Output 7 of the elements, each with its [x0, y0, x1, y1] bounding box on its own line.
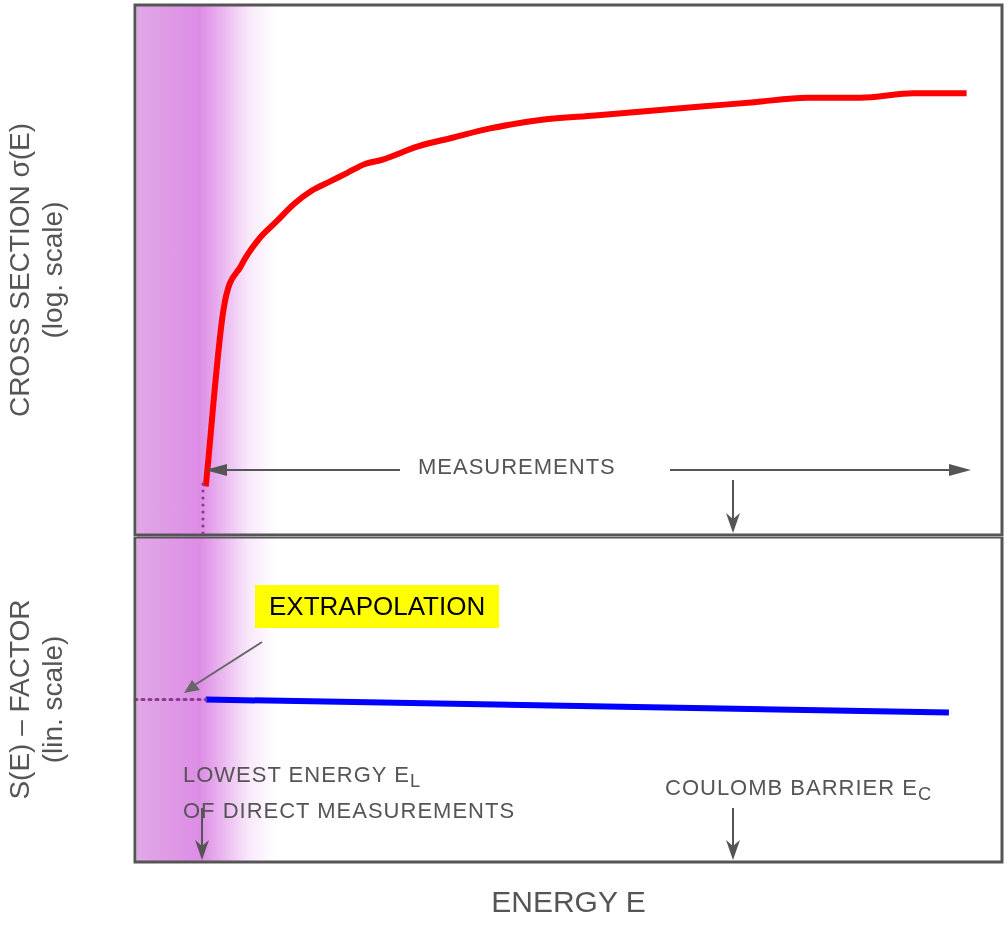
annotation: LOWEST ENERGY E$_{L}$ OF DIRECT MEASUREMENTS	[183, 761, 516, 826]
annotation: COULOMB BARRIER E$_{C}$	[665, 775, 933, 806]
y-axis-title: S(E) – FACTOR (lin. scale)	[3, 599, 69, 800]
text: EXTRAPOLATION	[255, 585, 500, 628]
y-axis-title: CROSS SECTION σ(E) (log. scale)	[3, 122, 69, 418]
x-axis-title: ENERGY E	[491, 885, 646, 919]
annotation: MEASUREMENTS	[418, 454, 616, 480]
